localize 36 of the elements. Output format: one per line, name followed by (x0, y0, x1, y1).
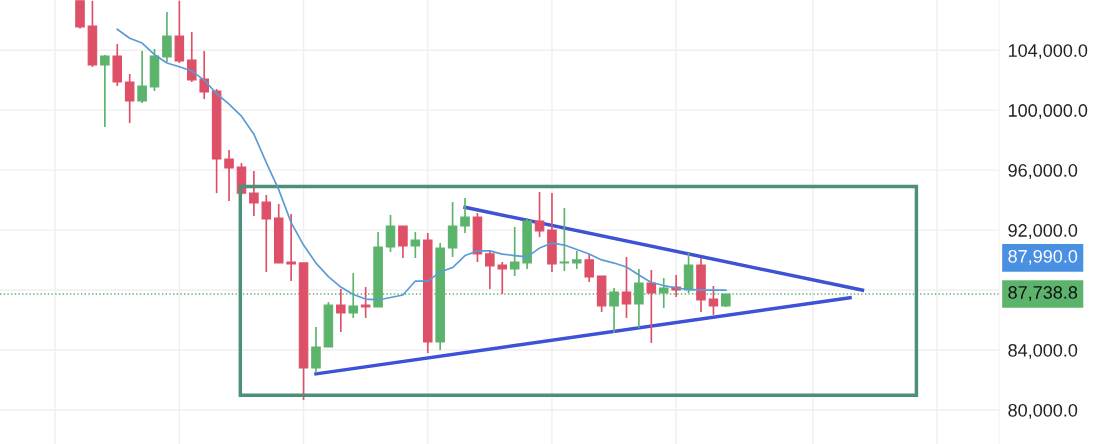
candlestick (509, 226, 520, 277)
candlestick (137, 50, 147, 104)
y-tick-label: 84,000.0 (1008, 343, 1078, 359)
candlestick (447, 201, 458, 258)
candlestick (249, 170, 259, 217)
candlestick (311, 326, 321, 374)
candlestick (621, 256, 632, 319)
candlestick (261, 194, 272, 273)
ref-line-label: 87,738.8 (1008, 286, 1078, 301)
candlestick (385, 214, 396, 253)
candlestick (199, 50, 209, 100)
candlestick (286, 213, 296, 282)
candlestick (162, 11, 172, 63)
candlestick (224, 149, 234, 202)
text: 87,990.0 (1008, 249, 1078, 265)
candlestick (124, 73, 135, 124)
candlestick (410, 231, 421, 259)
candlestick (187, 31, 197, 83)
y-tick-label: 104,000.0 (1008, 44, 1088, 60)
y-tick-label: 100,000.0 (1008, 104, 1088, 120)
candlestick (336, 288, 346, 333)
candlestick (559, 207, 570, 272)
candlestick (497, 261, 508, 295)
y-tick-label: 80,000.0 (1008, 403, 1078, 419)
candlestick (100, 54, 110, 128)
candlestick (398, 225, 408, 259)
candlestick (708, 285, 719, 316)
candlestick (360, 286, 371, 319)
candlestick (646, 269, 657, 344)
candlestick (584, 253, 594, 283)
y-tick-label: 96,000.0 (1008, 164, 1078, 179)
candlestick (534, 191, 545, 238)
line-series (116, 28, 727, 301)
candlestick (460, 197, 470, 234)
candlestick (485, 249, 495, 290)
y-tick-label: 92,000.0 (1008, 224, 1078, 239)
